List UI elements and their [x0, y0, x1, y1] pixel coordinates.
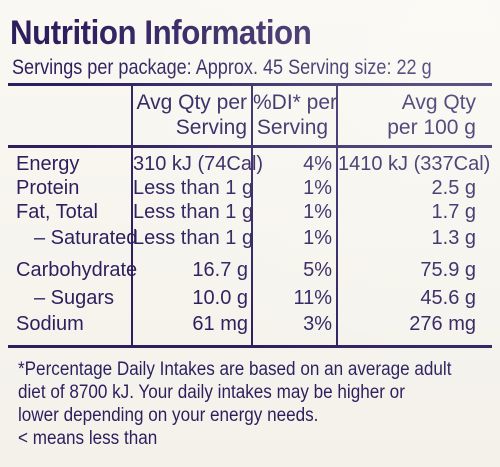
- header-di: %DI* per Serving: [253, 90, 338, 140]
- row-serving-value: 310 kJ (74Cal): [133, 153, 264, 175]
- row-per100-value: 1.7 g: [431, 201, 476, 223]
- row-di-value: 1%: [303, 177, 332, 199]
- rule-col-1: [131, 83, 133, 345]
- row-di-value: 4%: [303, 153, 332, 175]
- row-label: Sodium: [16, 313, 84, 335]
- header-per-serving: Avg Qty per Serving: [133, 90, 248, 140]
- row-label: – Sugars: [34, 287, 115, 309]
- footnote: *Percentage Daily Intakes are based on a…: [18, 358, 452, 450]
- rule-col-3: [336, 83, 338, 345]
- row-serving-value: 10.0 g: [192, 287, 248, 309]
- row-label: Protein: [16, 177, 80, 199]
- footnote-line-1: *Percentage Daily Intakes are based on a…: [18, 359, 452, 380]
- footnote-line-2: diet of 8700 kJ. Your daily intakes may …: [18, 382, 405, 403]
- row-label: Carbohydrate: [16, 259, 138, 281]
- row-serving-value: Less than 1 g: [133, 227, 254, 249]
- footnote-line-4: < means less than: [18, 428, 158, 449]
- footnote-line-3: lower depending on your energy needs.: [18, 405, 319, 426]
- row-di-value: 3%: [303, 313, 332, 335]
- row-serving-value: 16.7 g: [192, 259, 248, 281]
- header-per-100g-line1: Avg Qty: [401, 91, 476, 114]
- header-di-line2: Serving: [256, 116, 329, 139]
- rule-col-2: [251, 83, 253, 345]
- servings-line: Servings per package: Approx. 45 Serving…: [12, 56, 432, 79]
- row-serving-value: 61 mg: [192, 313, 248, 335]
- panel-title: Nutrition Information: [10, 14, 312, 52]
- row-di-value: 11%: [293, 287, 332, 309]
- header-per-100g: Avg Qty per 100 g: [338, 90, 476, 140]
- header-per-serving-line1: Avg Qty per: [136, 91, 248, 114]
- row-per100-value: 1410 kJ (337Cal): [338, 153, 491, 175]
- row-di-value: 1%: [303, 201, 332, 223]
- row-serving-value: Less than 1 g: [133, 201, 254, 223]
- row-serving-value: Less than 1 g: [133, 177, 254, 199]
- row-label: – Saturated: [34, 227, 138, 249]
- header-per-100g-line2: per 100 g: [387, 116, 476, 139]
- row-label: Energy: [16, 153, 80, 175]
- row-per100-value: 276 mg: [409, 313, 476, 335]
- row-di-value: 1%: [303, 227, 332, 249]
- header-di-line1: %DI* per: [253, 91, 338, 114]
- row-per100-value: 45.6 g: [420, 287, 476, 309]
- row-per100-value: 75.9 g: [420, 259, 476, 281]
- rule-bottom: [8, 345, 492, 348]
- header-per-serving-line2: Serving: [175, 116, 247, 139]
- rule-header: [8, 145, 492, 148]
- row-di-value: 5%: [303, 259, 332, 281]
- row-label: Fat, Total: [16, 201, 98, 223]
- rule-top: [8, 83, 492, 86]
- row-per100-value: 2.5 g: [431, 177, 476, 199]
- row-per100-value: 1.3 g: [431, 227, 476, 249]
